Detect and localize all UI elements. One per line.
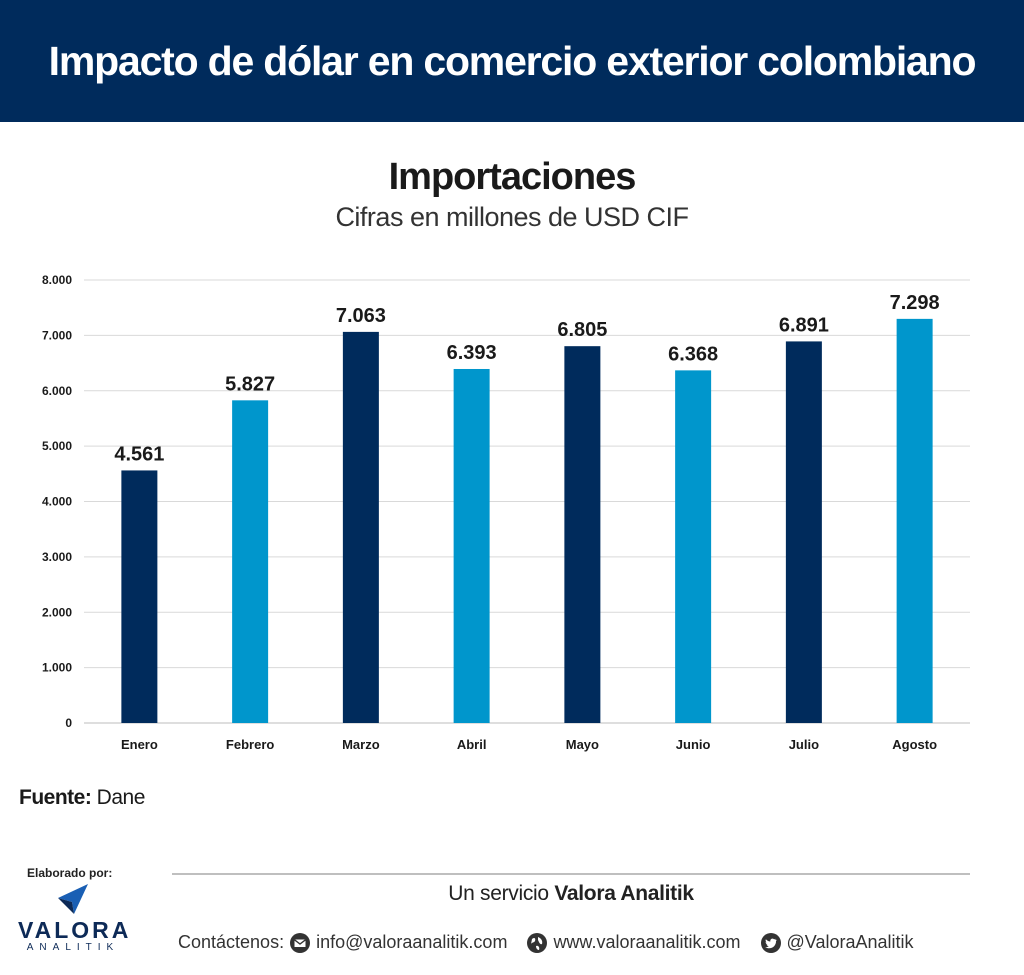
header-banner: Impacto de dólar en comercio exterior co… — [0, 0, 1024, 122]
source-value: Dane — [96, 786, 146, 809]
bar — [896, 318, 933, 723]
data-label: 4.561 — [114, 443, 164, 465]
footer-divider — [172, 873, 970, 875]
y-tick-label: 8.000 — [42, 273, 72, 287]
bar — [121, 470, 158, 723]
source-label: Fuente: — [19, 786, 92, 809]
x-tick-label: Junio — [676, 737, 711, 752]
data-label: 6.393 — [447, 342, 497, 364]
bar — [785, 341, 822, 723]
bar — [342, 331, 379, 723]
mail-icon — [290, 932, 311, 953]
chart-title: Importaciones — [388, 156, 637, 198]
bar — [564, 346, 601, 723]
x-tick-label: Febrero — [226, 737, 274, 752]
globe-icon — [527, 932, 548, 953]
data-label: 7.298 — [890, 292, 940, 314]
y-tick-label: 4.000 — [42, 495, 72, 509]
elaborado-label: Elaborado por: — [27, 866, 113, 880]
data-label: 6.805 — [557, 319, 607, 341]
bar — [232, 400, 269, 723]
data-label: 7.063 — [336, 305, 386, 327]
contact-twitter[interactable]: @ValoraAnalitik — [786, 932, 914, 952]
y-tick-label: 5.000 — [42, 439, 72, 453]
service-line: Un servicio Valora Analitik — [172, 882, 970, 906]
logo-mark-icon — [58, 884, 88, 914]
x-tick-label: Abril — [457, 737, 487, 752]
page-title: Impacto de dólar en comercio exterior co… — [48, 37, 977, 84]
x-tick-label: Mayo — [566, 737, 599, 752]
x-tick-label: Agosto — [892, 737, 937, 752]
valora-logo: VALORA ANALITIK — [18, 884, 128, 954]
y-tick-label: 3.000 — [42, 550, 72, 564]
logo-text: VALORA — [18, 917, 132, 943]
data-label: 5.827 — [225, 373, 275, 395]
twitter-icon — [760, 932, 781, 953]
y-tick-label: 7.000 — [42, 328, 72, 342]
service-prefix: Un servicio — [448, 882, 549, 905]
y-tick-label: 6.000 — [42, 384, 72, 398]
contact-line: Contáctenos: info@valoraanalitik.com www… — [178, 932, 914, 953]
chart-subtitle: Cifras en millones de USD CIF — [335, 202, 689, 232]
x-tick-label: Marzo — [342, 737, 380, 752]
data-label: 6.891 — [779, 314, 829, 336]
y-tick-label: 1.000 — [42, 661, 72, 675]
contact-email[interactable]: info@valoraanalitik.com — [316, 932, 508, 952]
source-note: Fuente: Dane — [19, 786, 145, 810]
contact-label: Contáctenos: — [178, 932, 285, 952]
service-brand: Valora Analitik — [554, 882, 694, 905]
y-tick-label: 0 — [65, 716, 72, 730]
bar — [675, 370, 712, 723]
bar — [453, 368, 490, 723]
y-tick-label: 2.000 — [42, 605, 72, 619]
contact-website[interactable]: www.valoraanalitik.com — [553, 932, 741, 952]
x-tick-label: Enero — [121, 737, 158, 752]
data-label: 6.368 — [668, 343, 718, 365]
bar-chart: 0 1.000 2.000 3.000 4.000 5.000 6.000 7.000 8.00… — [42, 273, 970, 752]
logo-subtext: ANALITIK — [26, 942, 120, 953]
x-tick-label: Julio — [789, 737, 819, 752]
